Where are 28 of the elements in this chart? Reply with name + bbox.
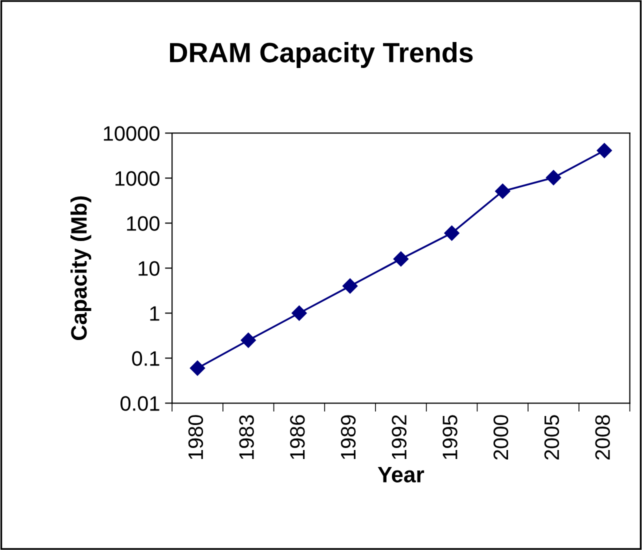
point bbox=[190, 360, 206, 376]
x-tick-label: 2008 bbox=[595, 415, 610, 460]
point bbox=[393, 251, 408, 267]
y-tick-label: 1000 bbox=[116, 171, 160, 186]
point bbox=[444, 226, 460, 241]
y-tick-label: 0.01 bbox=[120, 396, 160, 411]
y-tick-label: 1 bbox=[150, 306, 160, 321]
point bbox=[240, 332, 256, 348]
x-tick-label: 1992 bbox=[392, 415, 407, 460]
y-axis-title: Capacity (Mb) bbox=[70, 196, 92, 340]
chart-title: DRAM Capacity Trends bbox=[170, 42, 473, 68]
x-tick-label: 1989 bbox=[340, 415, 356, 460]
x-axis-title: Year bbox=[378, 466, 424, 482]
x-tick-label: 2005 bbox=[544, 415, 560, 460]
y-tick-label: 0.1 bbox=[132, 351, 160, 366]
y-tick-label: 10 bbox=[138, 261, 160, 276]
point bbox=[495, 184, 510, 199]
x-tick-label: 1986 bbox=[290, 415, 305, 460]
x-tick-label: 1983 bbox=[239, 415, 254, 460]
x-tick-label: 1980 bbox=[188, 415, 204, 460]
x-tick-label: 2000 bbox=[493, 415, 508, 460]
y-tick-label: 100 bbox=[127, 216, 160, 231]
x-tick-label: 1995 bbox=[442, 415, 458, 460]
point bbox=[546, 170, 562, 186]
point bbox=[342, 278, 358, 294]
point bbox=[596, 142, 612, 158]
y-tick-label: 10000 bbox=[104, 126, 160, 141]
point bbox=[292, 306, 307, 321]
